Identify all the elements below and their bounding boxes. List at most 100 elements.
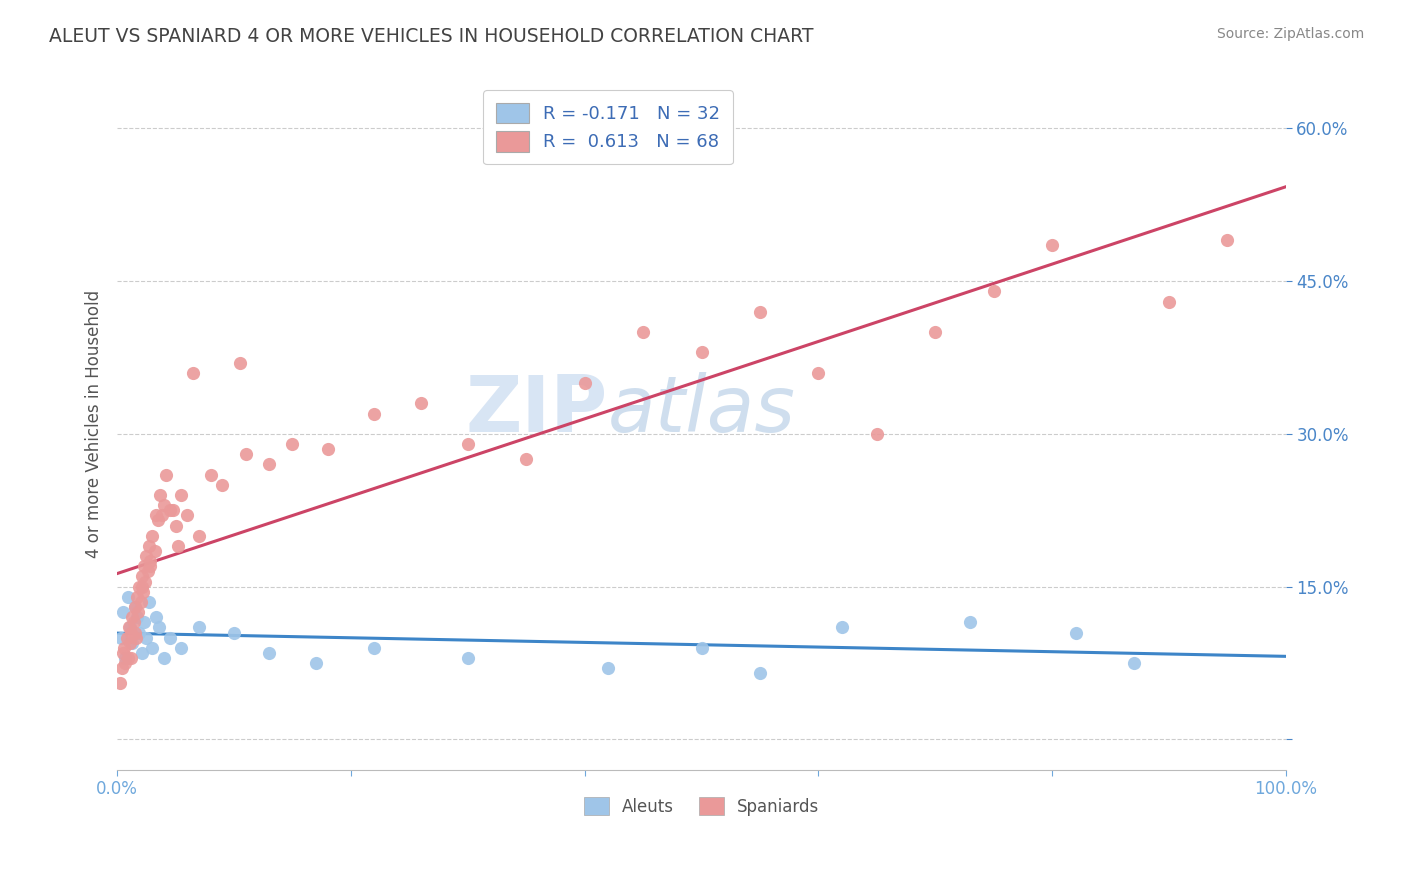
Point <box>188 620 211 634</box>
Point <box>281 437 304 451</box>
Point <box>181 366 204 380</box>
Point <box>153 498 176 512</box>
Point <box>457 651 479 665</box>
Point <box>1064 625 1087 640</box>
Point <box>316 442 339 457</box>
Point <box>229 356 252 370</box>
Point <box>118 620 141 634</box>
Point <box>110 631 132 645</box>
Point <box>139 559 162 574</box>
Point <box>127 605 149 619</box>
Point <box>125 610 148 624</box>
Point <box>749 304 772 318</box>
Point <box>132 559 155 574</box>
Point <box>162 503 184 517</box>
Point <box>235 447 257 461</box>
Point <box>121 636 143 650</box>
Point <box>121 610 143 624</box>
Point <box>124 625 146 640</box>
Point <box>134 574 156 589</box>
Point <box>114 651 136 665</box>
Point <box>631 325 654 339</box>
Point <box>132 615 155 630</box>
Point <box>131 580 153 594</box>
Point <box>118 636 141 650</box>
Point <box>211 478 233 492</box>
Point <box>409 396 432 410</box>
Text: Source: ZipAtlas.com: Source: ZipAtlas.com <box>1216 27 1364 41</box>
Point <box>167 539 190 553</box>
Point <box>138 539 160 553</box>
Point <box>115 631 138 645</box>
Point <box>222 625 245 640</box>
Point <box>959 615 981 630</box>
Point <box>165 518 187 533</box>
Point <box>114 656 136 670</box>
Point <box>125 590 148 604</box>
Point <box>124 600 146 615</box>
Point <box>457 437 479 451</box>
Point <box>136 565 159 579</box>
Point <box>574 376 596 390</box>
Point <box>159 631 181 645</box>
Point <box>924 325 946 339</box>
Point <box>1216 234 1239 248</box>
Point <box>108 676 131 690</box>
Point <box>363 640 385 655</box>
Point <box>124 600 146 615</box>
Point <box>807 366 830 380</box>
Point <box>128 625 150 640</box>
Point <box>131 646 153 660</box>
Point <box>983 285 1005 299</box>
Point <box>112 646 135 660</box>
Point <box>176 508 198 523</box>
Point <box>1157 294 1180 309</box>
Point <box>129 595 152 609</box>
Point <box>112 640 135 655</box>
Point <box>146 513 169 527</box>
Point <box>515 452 537 467</box>
Point <box>153 651 176 665</box>
Point <box>145 610 167 624</box>
Point <box>117 651 139 665</box>
Point <box>118 620 141 634</box>
Point <box>148 620 170 634</box>
Point <box>120 625 142 640</box>
Y-axis label: 4 or more Vehicles in Household: 4 or more Vehicles in Household <box>86 290 103 558</box>
Point <box>155 467 177 482</box>
Point <box>188 529 211 543</box>
Point <box>831 620 853 634</box>
Point <box>305 656 328 670</box>
Point <box>149 488 172 502</box>
Point <box>749 666 772 681</box>
Point <box>690 640 713 655</box>
Point <box>132 584 155 599</box>
Point <box>1040 238 1063 252</box>
Point <box>596 661 619 675</box>
Point <box>143 544 166 558</box>
Point <box>257 458 280 472</box>
Point <box>257 646 280 660</box>
Text: ZIP: ZIP <box>465 372 607 448</box>
Point <box>112 605 135 619</box>
Point <box>117 590 139 604</box>
Text: atlas: atlas <box>607 372 796 448</box>
Point <box>128 580 150 594</box>
Point <box>122 615 145 630</box>
Point <box>363 407 385 421</box>
Point <box>141 640 163 655</box>
Point <box>690 345 713 359</box>
Point <box>125 631 148 645</box>
Point <box>111 661 134 675</box>
Point <box>138 595 160 609</box>
Point <box>139 554 162 568</box>
Point <box>170 488 193 502</box>
Point <box>145 508 167 523</box>
Point <box>150 508 173 523</box>
Point <box>141 529 163 543</box>
Legend: Aleuts, Spaniards: Aleuts, Spaniards <box>575 789 828 824</box>
Point <box>200 467 222 482</box>
Point <box>135 631 157 645</box>
Text: ALEUT VS SPANIARD 4 OR MORE VEHICLES IN HOUSEHOLD CORRELATION CHART: ALEUT VS SPANIARD 4 OR MORE VEHICLES IN … <box>49 27 814 45</box>
Point <box>131 569 153 583</box>
